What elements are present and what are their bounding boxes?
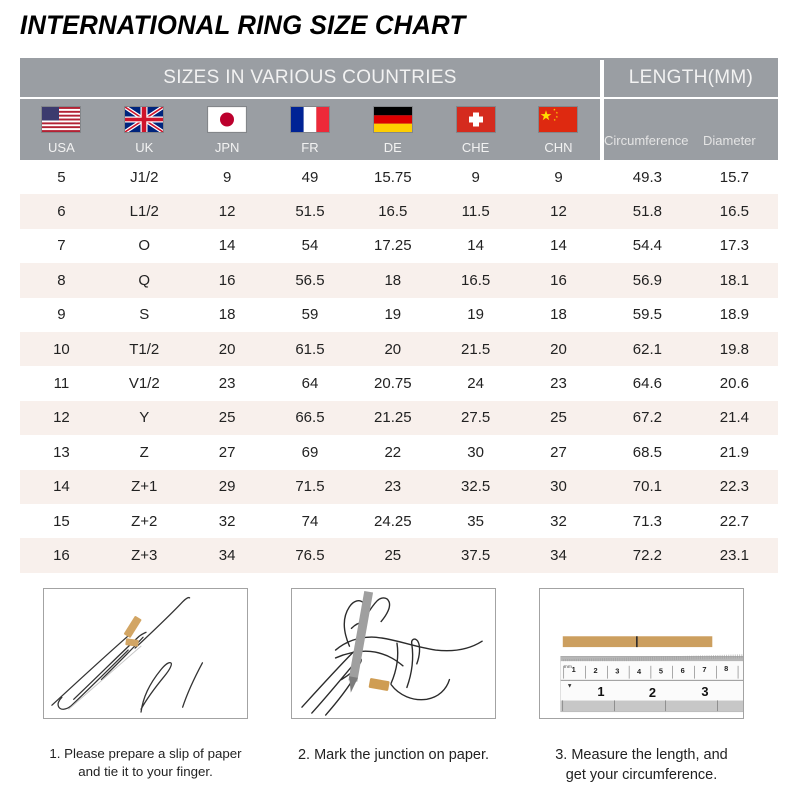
svg-text:1: 1 <box>597 684 604 699</box>
svg-text:mm: mm <box>564 665 572 670</box>
svg-text:2: 2 <box>593 666 597 675</box>
svg-text:3: 3 <box>615 667 619 676</box>
svg-text:▼: ▼ <box>567 683 573 689</box>
svg-text:6: 6 <box>681 666 685 675</box>
svg-text:8: 8 <box>724 664 728 673</box>
svg-text:7: 7 <box>702 665 706 674</box>
svg-text:3: 3 <box>701 684 708 699</box>
svg-text:5: 5 <box>659 667 663 676</box>
svg-text:1: 1 <box>572 665 576 674</box>
svg-text:2: 2 <box>649 685 656 700</box>
